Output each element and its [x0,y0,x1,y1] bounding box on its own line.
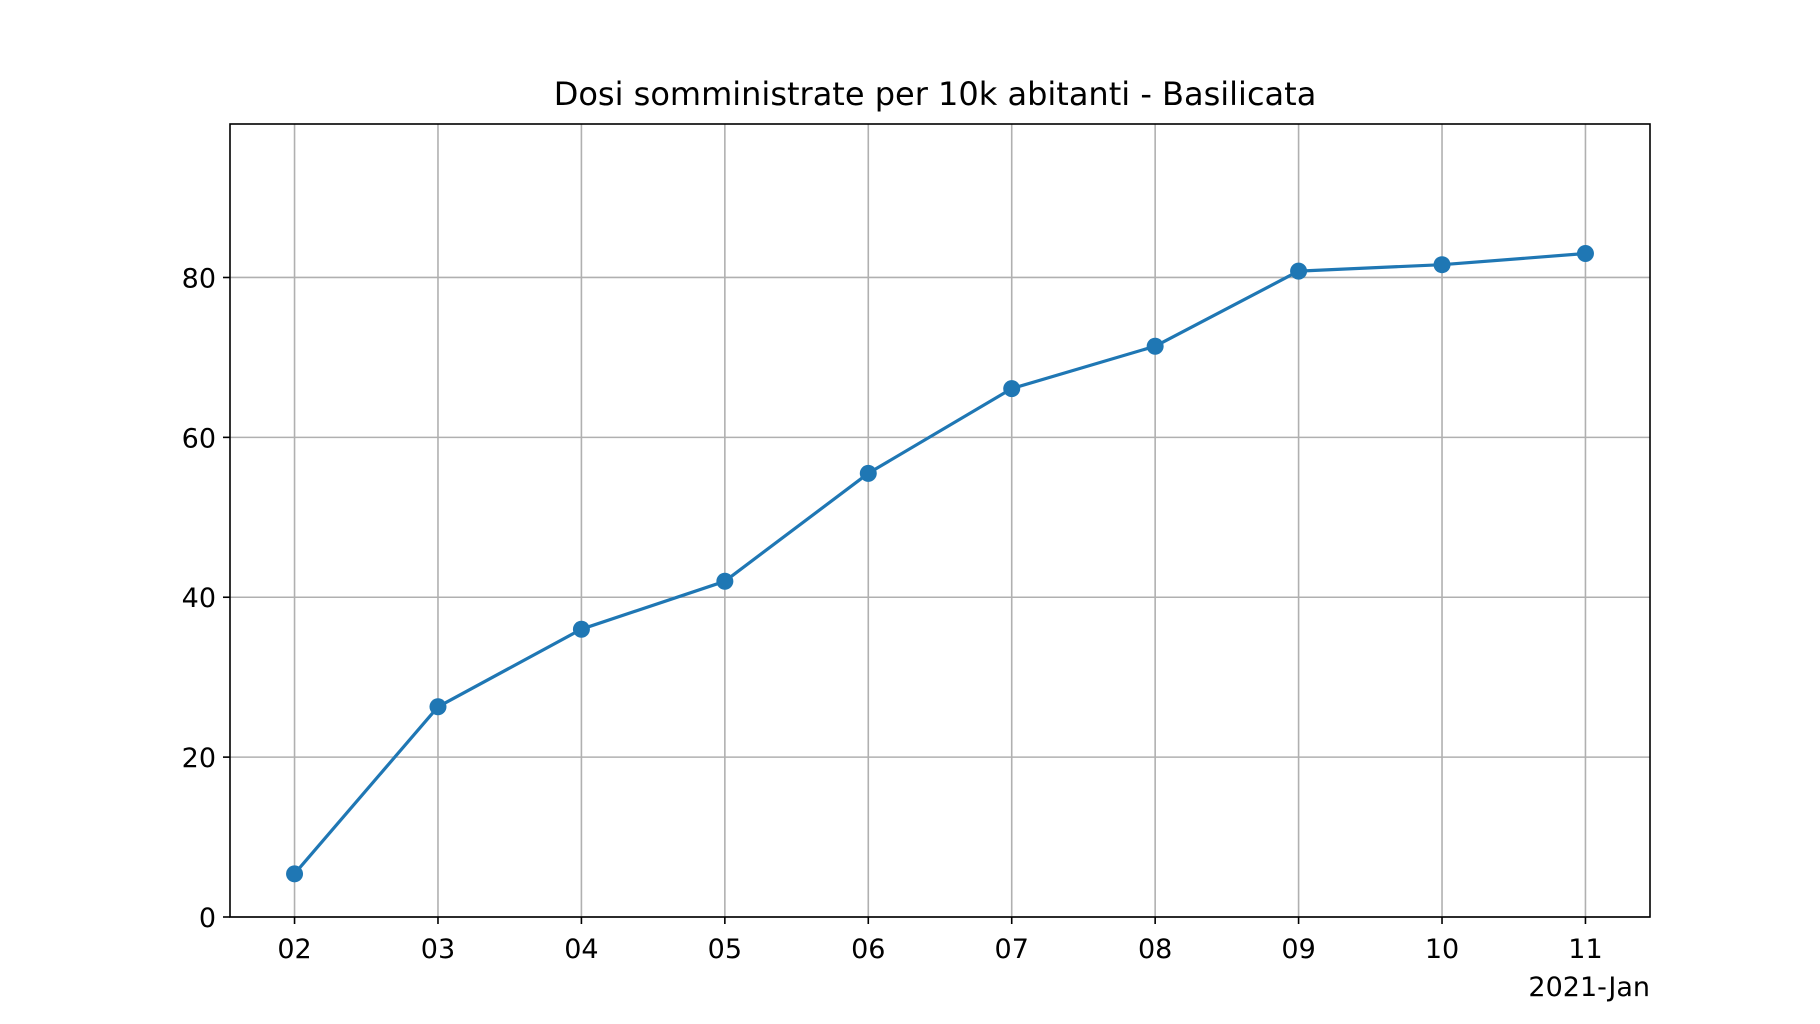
y-tick-label: 40 [182,583,216,614]
x-tick-label: 06 [851,934,885,965]
data-point [716,572,734,590]
x-tick-label: 05 [708,934,742,965]
x-tick-label: 09 [1281,934,1315,965]
data-point [859,464,877,482]
data-point [429,698,447,716]
data-point [286,865,304,883]
x-tick-label: 04 [564,934,598,965]
chart-title: Dosi somministrate per 10k abitanti - Ba… [554,75,1317,113]
data-point [1433,256,1451,274]
data-point [572,620,590,638]
x-tick-label: 08 [1138,934,1172,965]
y-tick-label: 60 [182,423,216,454]
data-point [1146,337,1164,355]
x-tick-label: 10 [1425,934,1459,965]
x-tick-label: 07 [995,934,1029,965]
data-point [1290,262,1308,280]
y-tick-label: 0 [199,903,216,934]
data-point [1003,380,1021,398]
x-axis-offset-label: 2021-Jan [1528,972,1650,1003]
x-tick-label: 11 [1568,934,1602,965]
data-point [1576,245,1594,263]
grid [230,124,1650,918]
ticks: 02 03 04 05 06 07 08 09 10 11 0 20 40 60 80 [182,263,1603,965]
x-tick-label: 02 [277,934,311,965]
plot-frame [229,123,1651,918]
x-tick-label: 03 [421,934,455,965]
series-line [293,251,1586,875]
series-layer [286,245,1594,883]
y-tick-label: 80 [182,263,216,294]
y-tick-label: 20 [182,743,216,774]
